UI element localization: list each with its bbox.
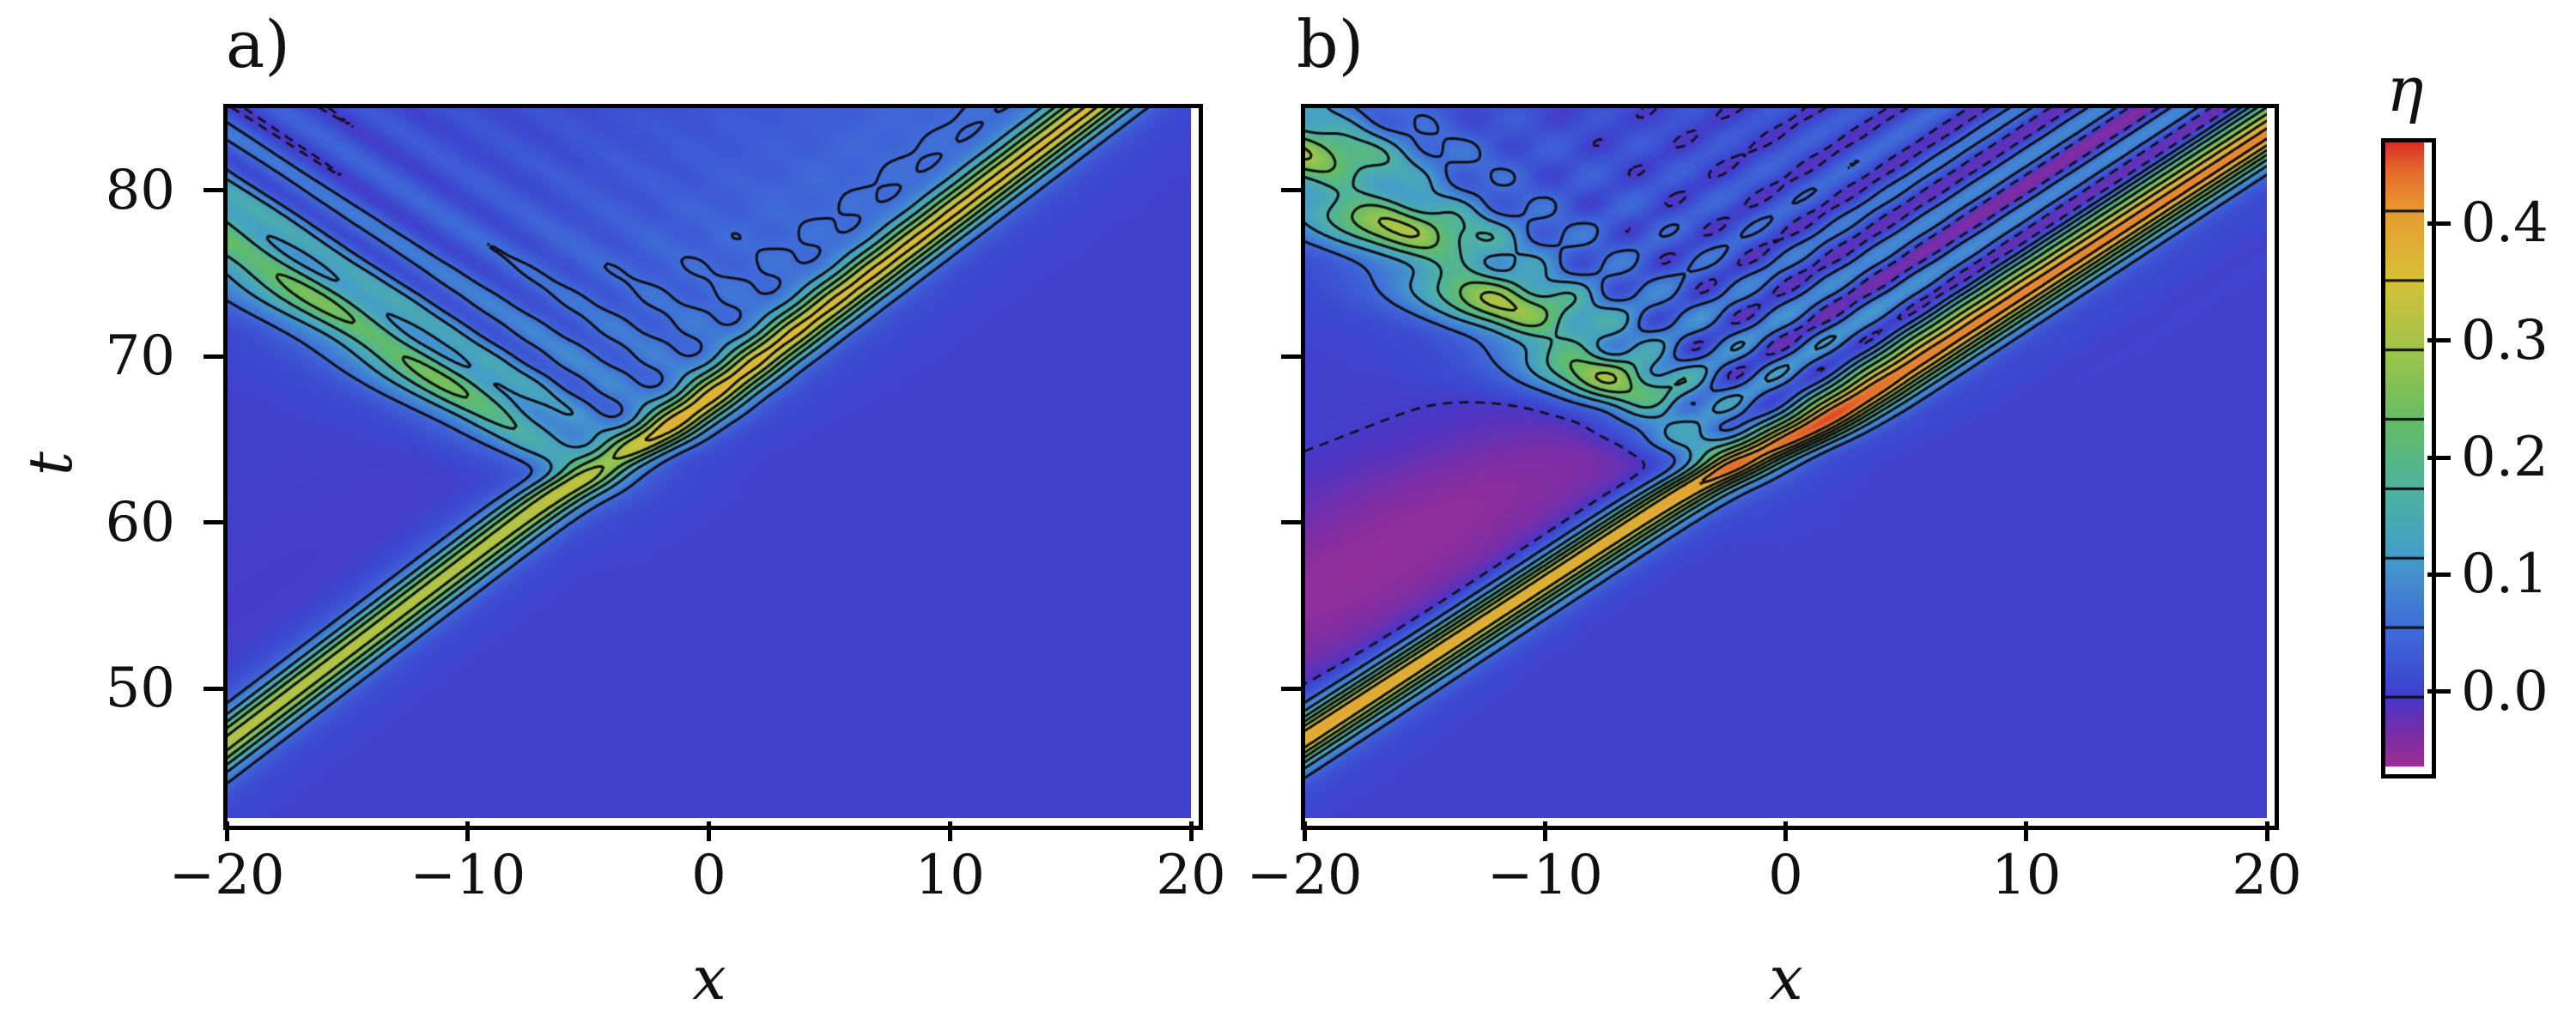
heatmap-canvas-b [1304, 107, 2267, 818]
colorbar-tick-label-2: 0.2 [2461, 426, 2549, 490]
colorbar-canvas [2385, 142, 2424, 766]
x-tick-label-a-2: 0 [691, 844, 726, 907]
colorbar-tick-3 [2427, 338, 2451, 343]
t-tick-b-3 [1281, 188, 1301, 193]
panel-b-title: b) [1297, 6, 1364, 82]
colorbar-label: η [2386, 53, 2424, 125]
x-tick-label-b-4: 20 [2232, 844, 2302, 907]
x-tick-b-4 [2264, 821, 2269, 841]
heatmap-canvas-a [227, 107, 1191, 818]
colorbar-tick-label-1: 0.1 [2461, 542, 2549, 607]
t-tick-label-0: 50 [105, 657, 175, 721]
colorbar-tick-1 [2427, 572, 2451, 577]
t-tick-b-0 [1281, 686, 1301, 691]
t-tick-b-1 [1281, 520, 1301, 525]
x-axis-label-b: x [1769, 943, 1803, 1014]
x-tick-a-3 [947, 821, 952, 841]
x-tick-label-b-1: −10 [1486, 844, 1603, 907]
x-tick-label-a-1: −10 [410, 844, 526, 907]
x-tick-a-2 [707, 821, 711, 841]
x-axis-label-a: x [692, 943, 726, 1014]
colorbar-tick-4 [2427, 221, 2451, 226]
x-tick-label-b-0: −20 [1246, 844, 1363, 907]
colorbar-tick-0 [2427, 689, 2451, 694]
colorbar-tick-label-4: 0.4 [2461, 191, 2549, 256]
x-tick-b-0 [1302, 821, 1307, 841]
t-tick-label-3: 80 [105, 158, 175, 222]
t-tick-a-0 [204, 686, 223, 691]
colorbar-tick-label-0: 0.0 [2461, 659, 2549, 724]
colorbar-tick-label-3: 0.3 [2461, 308, 2549, 373]
x-tick-label-b-2: 0 [1768, 844, 1803, 907]
t-tick-label-1: 60 [105, 490, 175, 554]
x-tick-b-3 [2024, 821, 2029, 841]
x-tick-label-b-3: 10 [1991, 844, 2062, 907]
x-tick-a-0 [224, 821, 229, 841]
colorbar-tick-2 [2427, 455, 2451, 460]
x-tick-a-4 [1188, 821, 1194, 841]
t-tick-label-2: 70 [105, 324, 175, 389]
x-tick-a-1 [465, 821, 471, 841]
t-tick-b-2 [1281, 354, 1301, 359]
panel-a-title: a) [226, 6, 290, 82]
t-tick-a-3 [204, 188, 223, 193]
x-tick-label-a-4: 20 [1156, 844, 1226, 907]
x-tick-b-2 [1783, 821, 1788, 841]
x-tick-label-a-0: −20 [168, 844, 285, 907]
t-tick-a-1 [204, 520, 223, 525]
x-tick-label-a-3: 10 [914, 844, 985, 907]
t-tick-a-2 [204, 354, 223, 359]
x-tick-b-1 [1542, 821, 1547, 841]
